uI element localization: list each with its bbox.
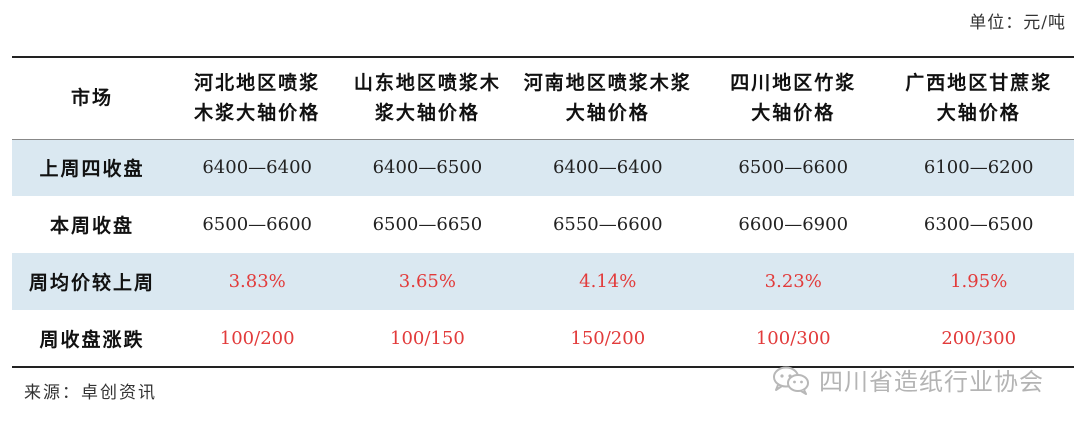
header-hebei: 河北地区喷浆 木浆大轴价格 <box>172 57 343 140</box>
table-cell: 100/200 <box>219 327 295 349</box>
table-cell: 150/200 <box>570 327 646 349</box>
header-line: 广西地区甘蔗浆 <box>905 72 1053 95</box>
header-line: 市场 <box>71 87 114 110</box>
table-header-row: 市场 河北地区喷浆 木浆大轴价格 山东地区喷浆木 浆大轴价格 河南地区喷浆木浆 … <box>12 57 1074 140</box>
price-table: 市场 河北地区喷浆 木浆大轴价格 山东地区喷浆木 浆大轴价格 河南地区喷浆木浆 … <box>12 56 1074 368</box>
table-cell: 6600—6900 <box>738 214 849 235</box>
row-label: 上周四收盘 <box>39 158 145 181</box>
table-cell: 6400—6500 <box>372 157 483 179</box>
header-henan: 河南地区喷浆木浆 大轴价格 <box>512 57 704 140</box>
header-line: 四川地区竹浆 <box>730 72 857 95</box>
header-line: 木浆大轴价格 <box>194 102 321 125</box>
table-cell: 4.14% <box>579 271 637 292</box>
table-cell: 6400—6400 <box>202 157 312 179</box>
table-cell: 6500—6600 <box>738 157 849 179</box>
header-line: 大轴价格 <box>751 102 836 125</box>
table-cell: 6300—6500 <box>923 214 1034 235</box>
wechat-icon <box>773 366 809 395</box>
header-line: 山东地区喷浆木 <box>353 72 501 95</box>
header-sichuan: 四川地区竹浆 大轴价格 <box>703 57 884 140</box>
row-label: 本周收盘 <box>50 215 135 237</box>
table-cell: 200/300 <box>941 327 1017 349</box>
header-line: 大轴价格 <box>936 102 1021 125</box>
table-cell: 6500—6650 <box>372 214 483 235</box>
row-label: 周收盘涨跌 <box>39 328 145 351</box>
unit-note: 单位：元/吨 <box>969 13 1066 33</box>
table-row: 周收盘涨跌 100/200 100/150 150/200 100/300 20… <box>12 310 1074 367</box>
header-line: 河北地区喷浆 <box>194 72 321 95</box>
table-cell: 3.83% <box>228 271 286 292</box>
header-line: 河南地区喷浆木浆 <box>523 72 692 95</box>
table-row: 上周四收盘 6400—6400 6400—6500 6400—6400 6500… <box>12 139 1074 196</box>
header-guangxi: 广西地区甘蔗浆 大轴价格 <box>883 57 1074 140</box>
table-cell: 6500—6600 <box>202 214 312 235</box>
header-shandong: 山东地区喷浆木 浆大轴价格 <box>342 57 513 140</box>
table-cell: 1.95% <box>950 271 1008 292</box>
table-cell: 100/300 <box>755 327 831 349</box>
header-line: 浆大轴价格 <box>374 102 480 125</box>
watermark: 四川省造纸行业协会 <box>771 362 1044 397</box>
table-cell: 3.65% <box>398 271 456 292</box>
header-line: 大轴价格 <box>565 102 650 125</box>
table-cell: 100/150 <box>390 327 465 349</box>
table-cell: 6100—6200 <box>923 157 1034 179</box>
header-market: 市场 <box>12 57 173 140</box>
table-row: 周均价较上周 3.83% 3.65% 4.14% 3.23% 1.95% <box>12 253 1074 310</box>
table-cell: 6550—6600 <box>552 214 663 235</box>
table-row: 本周收盘 6500—6600 6500—6650 6550—6600 6600—… <box>12 196 1074 253</box>
table-cell: 6400—6400 <box>552 157 663 179</box>
watermark-text: 四川省造纸行业协会 <box>819 368 1044 396</box>
table-cell: 3.23% <box>764 271 822 292</box>
source-note: 来源：卓创资讯 <box>24 383 157 403</box>
row-label: 周均价较上周 <box>29 272 156 294</box>
